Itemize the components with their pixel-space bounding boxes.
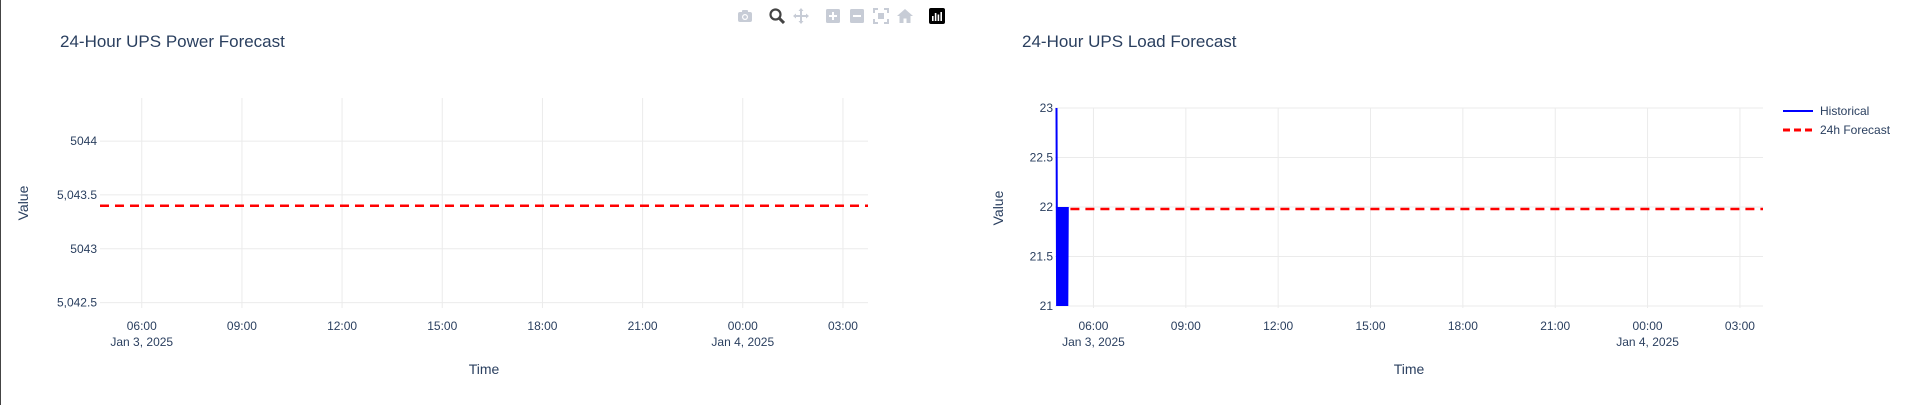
reset-axes-icon[interactable] xyxy=(893,5,917,27)
x-tick-label: 09:00 xyxy=(227,319,257,333)
modebar xyxy=(733,5,949,27)
chart-title-1: 24-Hour UPS Power Forecast xyxy=(60,32,285,51)
zoom-icon[interactable] xyxy=(765,5,789,27)
plotly-logo-icon[interactable] xyxy=(925,5,949,27)
y-tick-label: 23 xyxy=(1040,101,1054,115)
x-tick-date-label: Jan 3, 2025 xyxy=(1062,335,1125,349)
x-axis-title: Time xyxy=(1394,361,1425,377)
x-tick-date-label: Jan 4, 2025 xyxy=(711,335,774,349)
x-tick-label: 18:00 xyxy=(527,319,557,333)
chart-title-2: 24-Hour UPS Load Forecast xyxy=(1022,32,1237,51)
window-edge xyxy=(0,0,1,405)
x-tick-date-label: Jan 3, 2025 xyxy=(110,335,173,349)
zoom-in-icon[interactable] xyxy=(821,5,845,27)
x-tick-label: 21:00 xyxy=(628,319,658,333)
x-tick-label: 12:00 xyxy=(1263,319,1293,333)
x-tick-label: 00:00 xyxy=(728,319,758,333)
x-tick-label: 18:00 xyxy=(1448,319,1478,333)
x-tick-label: 12:00 xyxy=(327,319,357,333)
y-axis-title: Value xyxy=(15,185,31,220)
y-axis-title: Value xyxy=(990,190,1006,225)
pan-icon[interactable] xyxy=(789,5,813,27)
autoscale-icon[interactable] xyxy=(869,5,893,27)
y-tick-label: 22.5 xyxy=(1030,151,1054,165)
y-tick-label: 22 xyxy=(1040,200,1054,214)
y-tick-label: 5,042.5 xyxy=(57,296,97,310)
y-tick-label: 21 xyxy=(1040,299,1054,313)
x-tick-label: 15:00 xyxy=(427,319,457,333)
y-tick-label: 5044 xyxy=(70,134,97,148)
x-tick-label: 06:00 xyxy=(127,319,157,333)
series-line-historical xyxy=(1055,107,1069,307)
zoom-out-icon[interactable] xyxy=(845,5,869,27)
legend-item-label[interactable]: 24h Forecast xyxy=(1820,123,1891,137)
x-axis-title: Time xyxy=(469,361,500,377)
x-tick-label: 00:00 xyxy=(1633,319,1663,333)
camera-icon[interactable] xyxy=(733,5,757,27)
y-tick-label: 5043 xyxy=(70,242,97,256)
x-tick-date-label: Jan 4, 2025 xyxy=(1616,335,1679,349)
y-tick-label: 5,043.5 xyxy=(57,188,97,202)
x-tick-label: 06:00 xyxy=(1078,319,1108,333)
x-tick-label: 03:00 xyxy=(1725,319,1755,333)
y-tick-label: 21.5 xyxy=(1030,250,1054,264)
x-tick-label: 03:00 xyxy=(828,319,858,333)
x-tick-label: 09:00 xyxy=(1171,319,1201,333)
x-tick-label: 21:00 xyxy=(1540,319,1570,333)
x-tick-label: 15:00 xyxy=(1356,319,1386,333)
legend-item-label[interactable]: Historical xyxy=(1820,104,1869,118)
